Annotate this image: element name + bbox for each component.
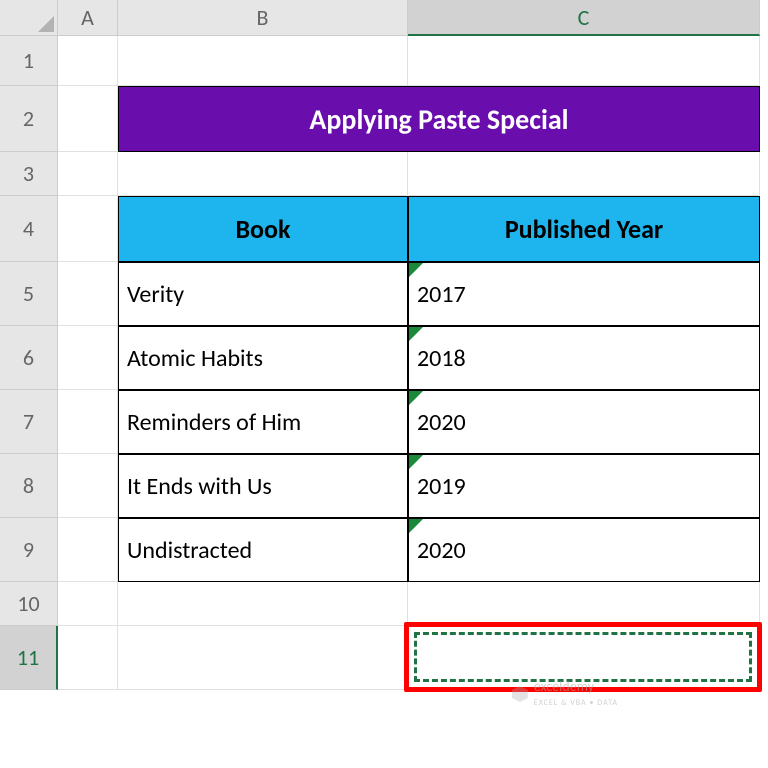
cell-A7[interactable] [58, 390, 118, 454]
column-header-a[interactable]: A [58, 0, 118, 36]
table-cell-r2-c1[interactable]: 2020 [408, 390, 760, 454]
table-cell-r0-c0[interactable]: Verity [118, 262, 408, 326]
select-all-triangle[interactable] [0, 0, 58, 36]
table-cell-r1-c1[interactable]: 2018 [408, 326, 760, 390]
row-header-10[interactable]: 10 [0, 582, 58, 626]
table-cell-r3-c1[interactable]: 2019 [408, 454, 760, 518]
table-cell-r3-c0[interactable]: It Ends with Us [118, 454, 408, 518]
table-cell-r1-c0[interactable]: Atomic Habits [118, 326, 408, 390]
cell-A3[interactable] [58, 152, 118, 196]
row-header-5[interactable]: 5 [0, 262, 58, 326]
column-header-c[interactable]: C [408, 0, 760, 36]
row-headers: 1234567891011 [0, 36, 58, 690]
cell-A1[interactable] [58, 36, 118, 86]
table-cell-r4-c0[interactable]: Undistracted [118, 518, 408, 582]
cell-C3[interactable] [408, 152, 760, 196]
watermark-icon [512, 686, 528, 702]
row-header-8[interactable]: 8 [0, 454, 58, 518]
cell-A11[interactable] [58, 626, 118, 690]
row-header-3[interactable]: 3 [0, 152, 58, 196]
watermark: exceldemy EXCEL & VBA • DATA [512, 680, 618, 708]
cell-A4[interactable] [58, 196, 118, 262]
cell-A5[interactable] [58, 262, 118, 326]
column-header-b[interactable]: B [118, 0, 408, 36]
table-header-1[interactable]: Published Year [408, 196, 760, 262]
row-header-4[interactable]: 4 [0, 196, 58, 262]
cell-A9[interactable] [58, 518, 118, 582]
row-header-1[interactable]: 1 [0, 36, 58, 86]
cell-A10[interactable] [58, 582, 118, 626]
row-header-6[interactable]: 6 [0, 326, 58, 390]
row-header-7[interactable]: 7 [0, 390, 58, 454]
table-cell-r0-c1[interactable]: 2017 [408, 262, 760, 326]
cell-B11[interactable] [118, 626, 408, 690]
watermark-sub: EXCEL & VBA • DATA [534, 698, 618, 708]
cell-A6[interactable] [58, 326, 118, 390]
cell-B1[interactable] [118, 36, 408, 86]
cell-grid: Applying Paste Special BookPublished Year… [58, 36, 760, 690]
cell-A2[interactable] [58, 86, 118, 152]
watermark-brand: exceldemy [534, 678, 594, 695]
table-cell-r2-c0[interactable]: Reminders of Him [118, 390, 408, 454]
cell-B3[interactable] [118, 152, 408, 196]
title-cell[interactable]: Applying Paste Special [118, 86, 760, 152]
cell-C10[interactable] [408, 582, 760, 626]
watermark-text: exceldemy EXCEL & VBA • DATA [534, 680, 618, 708]
cell-B10[interactable] [118, 582, 408, 626]
table-cell-r4-c1[interactable]: 2020 [408, 518, 760, 582]
row-header-2[interactable]: 2 [0, 86, 58, 152]
table-header-0[interactable]: Book [118, 196, 408, 262]
spreadsheet-area: ABC 1234567891011 Applying Paste Special… [0, 0, 768, 768]
row-header-9[interactable]: 9 [0, 518, 58, 582]
column-headers: ABC [58, 0, 760, 36]
cell-A8[interactable] [58, 454, 118, 518]
cell-C1[interactable] [408, 36, 760, 86]
row-header-11[interactable]: 11 [0, 626, 58, 690]
